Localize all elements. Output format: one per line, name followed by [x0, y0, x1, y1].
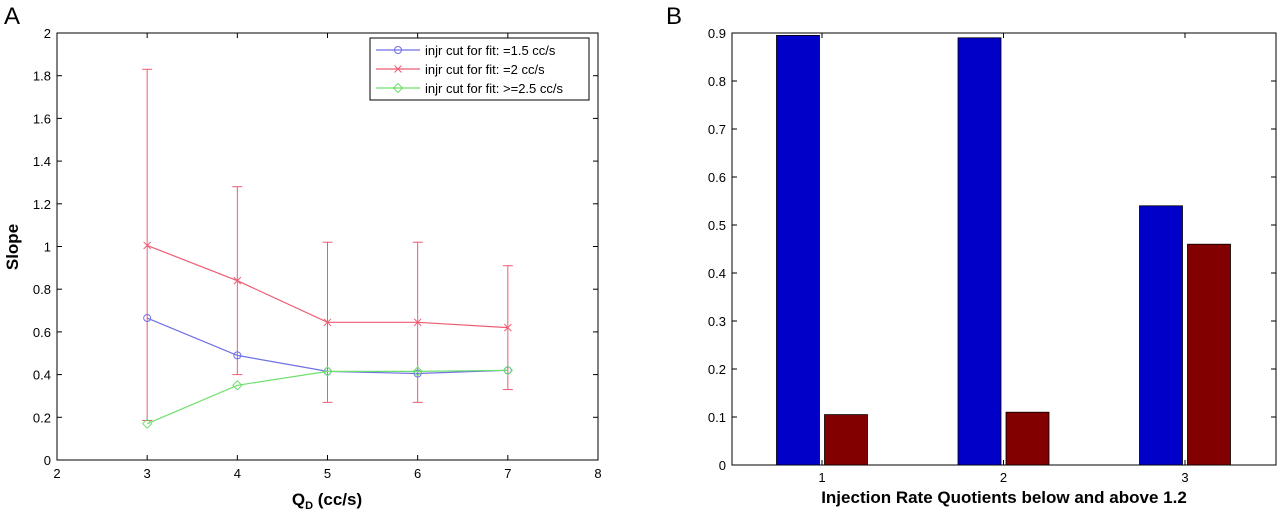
panel-b-bar-1 — [776, 35, 820, 466]
panel-a-data-point-2 — [323, 318, 332, 327]
panel-a: A 2 3 4 5 6 7 8 0 0.2 0.4 0.6 0.8 1 1.2 1.4 1.6 1.8 2 Slo… — [3, 3, 602, 512]
panel-a-legend-label: injr cut for fit: =2 cc/s — [425, 62, 545, 77]
panel-a-x-tick-label: 6 — [414, 466, 421, 481]
panel-b-y-tick-label: 0.7 — [708, 122, 726, 137]
panel-b: B 0 0.1 0.2 0.3 0.4 0.5 0.6 0.7 0.8 0.9 1 2 3 Inject… — [666, 3, 1277, 507]
panel-a-y-tick-label: 0.6 — [33, 325, 51, 340]
panel-a-legend-marker — [394, 46, 402, 54]
panel-b-letter: B — [666, 3, 682, 30]
panel-a-y-tick-label: 1.4 — [33, 154, 51, 169]
panel-b-y-tick-label: 0.6 — [708, 170, 726, 185]
panel-a-y-tick-label: 0.8 — [33, 282, 51, 297]
panel-a-y-tick-label: 0.2 — [33, 410, 51, 425]
panel-a-x-axis-label: QD (cc/s) — [292, 490, 362, 512]
panel-a-data-point-1 — [233, 351, 242, 360]
panel-a-data-point-3 — [232, 380, 243, 391]
panel-a-y-tick-label: 2 — [44, 26, 51, 41]
panel-b-plot-area: 0 0.1 0.2 0.3 0.4 0.5 0.6 0.7 0.8 0.9 1 2 3 — [708, 26, 1277, 485]
panel-a-y-axis-label: Slope — [3, 224, 22, 270]
panel-a-data-point-2 — [413, 318, 422, 327]
panel-b-x-tick-label: 1 — [818, 470, 825, 485]
panel-a-x-tick-label: 2 — [53, 466, 60, 481]
panel-b-y-tick-label: 0.3 — [708, 314, 726, 329]
panel-b-x-tick-label: 2 — [1000, 470, 1007, 485]
panel-a-legend-marker — [394, 65, 402, 73]
panel-a-data-point-2 — [143, 241, 152, 250]
panel-b-y-tick-label: 0.2 — [708, 362, 726, 377]
panel-a-data-point-3 — [502, 365, 514, 376]
panel-a-legend-marker — [392, 82, 404, 94]
panel-a-data-point-3 — [412, 366, 423, 377]
panel-b-x-tick-label: 3 — [1181, 470, 1188, 485]
panel-a-y-tick-label: 0.4 — [33, 368, 51, 383]
panel-a-data-point-2 — [503, 323, 512, 332]
panel-a-letter: A — [4, 3, 20, 30]
panel-b-y-tick-label: 0.1 — [708, 410, 726, 425]
panel-a-x-axis-label-unit: (cc/s) — [313, 490, 362, 509]
panel-b-bar-2 — [1187, 243, 1231, 466]
panel-a-series-line-3 — [146, 369, 508, 425]
panel-a-legend-label: injr cut for fit: >=2.5 cc/s — [425, 81, 563, 96]
panel-a-data-point-3 — [322, 366, 333, 377]
panel-a-x-tick-label: 4 — [234, 466, 241, 481]
panel-a-x-tick-label: 8 — [594, 466, 601, 481]
panel-b-y-tick-label: 0.5 — [708, 218, 726, 233]
panel-b-y-tick-label: 0.9 — [708, 26, 726, 41]
panel-b-bar-2 — [1005, 411, 1050, 466]
panel-a-data-point-3 — [141, 418, 153, 429]
panel-a-legend: injr cut for fit: =1.5 cc/s injr cut for … — [369, 37, 590, 101]
panel-a-data-point-2 — [233, 276, 242, 285]
panel-a-x-tick-label: 3 — [144, 466, 151, 481]
panel-b-bar-1 — [1139, 205, 1183, 466]
panel-a-y-tick-label: 1 — [44, 240, 51, 255]
panel-a-data-point-1 — [143, 314, 152, 323]
panel-a-y-tick-label: 1.2 — [33, 197, 51, 212]
panel-b-y-tick-label: 0 — [719, 458, 726, 473]
panel-a-x-tick-label: 5 — [324, 466, 331, 481]
panel-a-legend-label: injr cut for fit: =1.5 cc/s — [425, 43, 556, 58]
panel-a-y-tick-label: 1.8 — [33, 69, 51, 84]
panel-b-y-tick-label: 0.8 — [708, 74, 726, 89]
panel-a-y-tick-label: 1.6 — [33, 111, 51, 126]
panel-b-axes-box — [731, 32, 1277, 466]
panel-a-y-tick-label: 0 — [44, 453, 51, 468]
panel-b-bar-2 — [824, 414, 868, 466]
panel-a-x-tick-label: 7 — [504, 466, 511, 481]
panel-a-plot-area: 2 3 4 5 6 7 8 0 0.2 0.4 0.6 0.8 1 1.2 1.4 1.6 1.8 2 — [33, 26, 602, 481]
panel-a-x-axis-label-q: Q — [292, 490, 305, 509]
panel-b-y-tick-label: 0.4 — [708, 266, 726, 281]
panel-a-x-axis-label-subscript: D — [305, 500, 313, 512]
panel-b-x-axis-label: Injection Rate Quotients below and above… — [821, 488, 1187, 507]
panel-a-data-point-1 — [413, 369, 422, 378]
panel-b-bar-1 — [957, 37, 1002, 466]
